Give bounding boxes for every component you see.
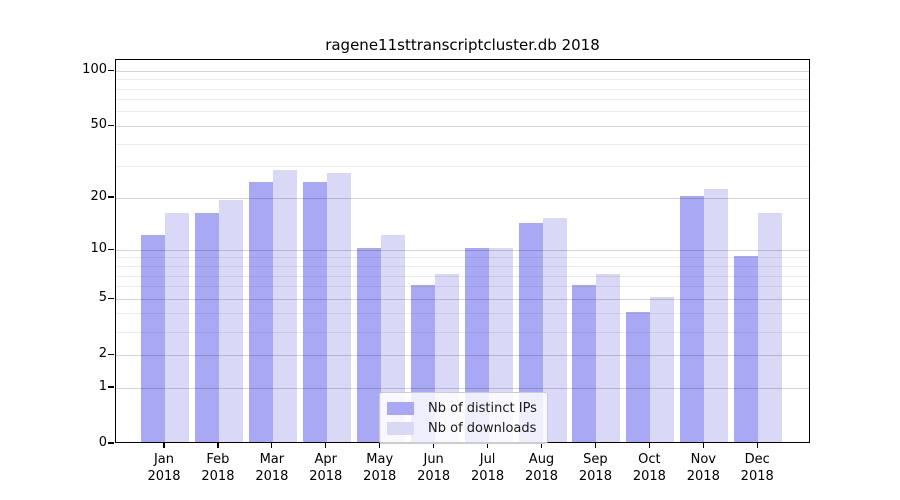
bar-distinct-ips [680,196,705,442]
x-axis-tick-mark [648,443,650,448]
y-axis-tick-label: 1 [98,379,107,394]
x-axis-tick-label: Mar 2018 [255,452,289,484]
gridline-minor [116,79,809,81]
x-axis-tick-label: Jun 2018 [417,452,451,484]
y-axis-tick-mark [108,297,114,299]
bar-downloads [165,213,189,442]
y-axis-tick-mark [108,124,114,126]
x-axis-tick-mark [217,443,219,448]
bar-distinct-ips [141,234,165,442]
bar-downloads [326,172,351,442]
y-axis-tick-label: 50 [90,117,107,133]
x-axis-tick-mark [325,443,327,448]
x-axis-tick-mark [702,443,704,448]
bar-downloads [596,274,621,442]
bar-downloads [272,170,297,442]
legend-label-distinct-ips: Nb of distinct IPs [428,400,537,416]
y-axis-tick-label: 100 [82,62,107,78]
x-axis-tick-label: Oct 2018 [632,452,666,484]
y-axis-tick-mark [108,386,114,388]
gridline-minor [116,286,809,288]
x-axis-tick-mark [271,443,273,448]
gridline-major [116,125,809,127]
bar-distinct-ips [248,181,273,442]
x-axis-tick-label: Feb 2018 [201,452,235,484]
gridline-minor [116,99,809,101]
y-axis-tick-label: 10 [90,241,107,257]
bar-downloads [650,297,675,442]
y-axis-tick-mark [108,248,114,250]
gridline-minor [116,88,809,90]
x-axis-tick-label: Sep 2018 [578,452,612,484]
bar-distinct-ips [302,181,327,442]
gridline-major [116,197,809,199]
gridline-major [116,387,809,389]
gridline-minor [116,166,809,168]
gridline-minor [116,275,809,277]
gridline-major [116,354,809,356]
bar-distinct-ips [626,312,651,442]
bar-distinct-ips [194,213,219,442]
y-axis-tick-label: 20 [90,189,107,205]
x-axis-tick-label: Dec 2018 [740,452,774,484]
x-axis-tick-mark [379,443,381,448]
x-axis-tick-label: Jan 2018 [147,452,181,484]
y-axis-tick-label: 2 [98,346,107,362]
bar-downloads [758,213,783,442]
bar-downloads [218,200,243,442]
gridline-minor [116,313,809,315]
legend: Nb of distinct IPs Nb of downloads [379,392,548,444]
gridline-major [116,249,809,251]
x-axis-tick-mark [756,443,758,448]
chart-title: ragene11sttranscriptcluster.db 2018 [325,36,600,54]
x-axis-tick-label: Apr 2018 [309,452,343,484]
legend-row: Nb of downloads [387,418,537,438]
x-axis-tick-mark [433,443,435,448]
bar-distinct-ips [734,256,759,442]
grid-layer [116,60,809,442]
x-axis-tick-mark [594,443,597,448]
gridline-major [116,298,809,300]
legend-row: Nb of distinct IPs [387,398,537,418]
x-axis-tick-mark [486,443,489,448]
x-axis-tick-mark [540,443,543,448]
gridline-minor [116,111,809,113]
x-axis-tick-label: Nov 2018 [686,452,720,484]
legend-swatch-distinct-ips [387,401,414,415]
y-axis-tick-mark [108,442,114,444]
legend-swatch-downloads [387,421,414,435]
legend-label-downloads: Nb of downloads [428,420,537,436]
x-axis-tick-label: May 2018 [363,452,397,484]
plot-area [115,59,810,443]
y-axis-tick-mark [108,196,114,198]
y-axis-tick-label: 0 [98,435,107,450]
y-axis-tick-mark [108,353,114,355]
x-axis-tick-mark [163,443,165,448]
gridline-minor [116,143,809,145]
gridline-minor [116,257,809,259]
x-axis-tick-label: Jul 2018 [471,452,505,484]
bar-distinct-ips [356,248,381,442]
bar-downloads [704,188,729,442]
y-axis-tick-label: 5 [98,290,107,306]
gridline-major [116,70,809,72]
gridline-minor [116,331,809,333]
y-axis-tick-mark [108,69,114,71]
gridline-minor [116,266,809,267]
x-axis-tick-label: Aug 2018 [524,452,559,484]
bar-distinct-ips [572,284,597,442]
